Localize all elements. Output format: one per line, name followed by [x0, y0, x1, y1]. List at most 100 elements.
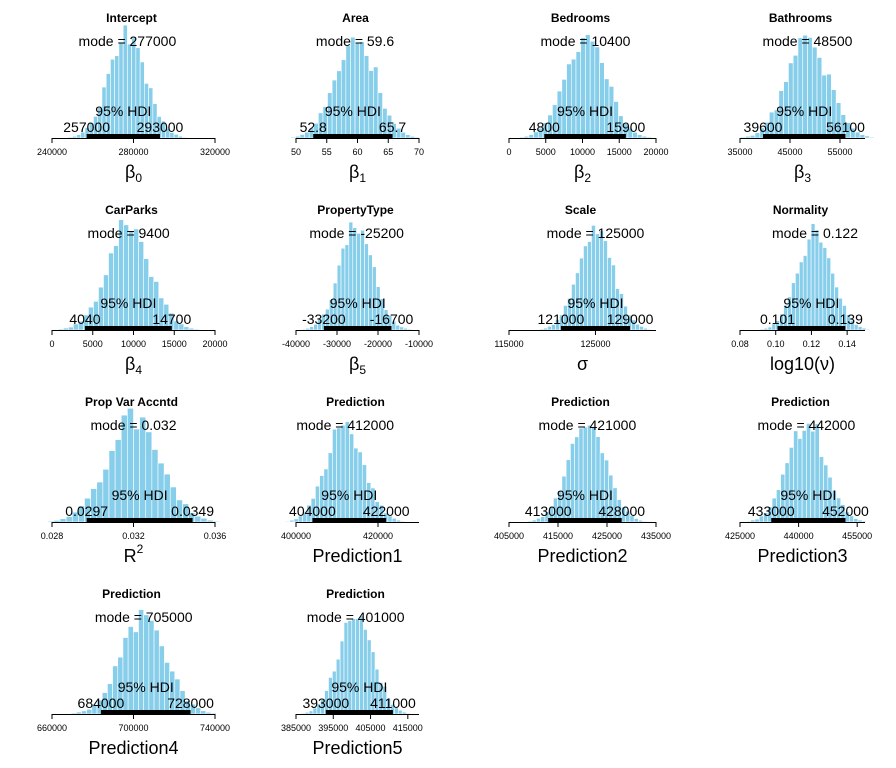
histogram-bar [857, 519, 863, 523]
histogram-bar [401, 711, 407, 715]
hdi-low-label: 404000 [289, 503, 336, 519]
mode-label: mode = 412000 [296, 417, 394, 433]
tick-label: -30000 [323, 339, 351, 349]
histogram-bar [359, 615, 364, 715]
histogram-bar [396, 519, 401, 523]
hdi-low-label: 4040 [69, 311, 100, 327]
histogram-bar [866, 521, 872, 523]
hdi-label: 95% HDI [100, 295, 156, 311]
histogram-bar [528, 134, 534, 139]
x-axis-label: β0 [125, 162, 142, 185]
histogram-bar [295, 135, 301, 139]
tick-label: 405000 [356, 723, 386, 733]
histogram-bar [71, 136, 77, 139]
histogram-bars [523, 425, 652, 523]
hdi-high-label: 65.7 [379, 119, 406, 135]
tick-label: -10000 [405, 339, 433, 349]
tick-label: -40000 [282, 339, 310, 349]
histogram-bar [290, 136, 296, 139]
hdi-high-label: 0.139 [828, 311, 863, 327]
x-axis-label: β4 [125, 354, 142, 377]
histogram-bar [340, 59, 347, 139]
tick-label: 35000 [727, 147, 752, 157]
histogram-bar [859, 134, 866, 139]
panel-title: Area [342, 11, 369, 25]
histogram-bar [405, 134, 411, 139]
histogram-bar [206, 519, 214, 523]
histogram-bar [637, 134, 643, 139]
histogram-bar [822, 247, 828, 331]
histogram-bars [741, 423, 872, 523]
hdi-label: 95% HDI [330, 295, 386, 311]
histogram-bar [53, 520, 61, 523]
tick-label: -20000 [364, 339, 392, 349]
histogram-bar [646, 521, 652, 523]
histogram-bar [133, 631, 139, 715]
histogram-bar [349, 433, 355, 523]
histogram-bar [183, 326, 190, 331]
tick-label: 320000 [200, 147, 230, 157]
tick-label: 700000 [118, 723, 148, 733]
tick-label: 70 [414, 147, 424, 157]
histogram-bar [138, 609, 144, 715]
histogram-bar [210, 712, 217, 715]
histogram-bar [299, 134, 305, 139]
panel-title: CarParks [105, 203, 158, 217]
histogram-bars [285, 36, 425, 139]
histogram-bar [409, 136, 415, 139]
histogram-bar [57, 328, 64, 331]
histogram-bar [76, 134, 82, 139]
histogram-bar [861, 327, 867, 331]
histogram-bar [354, 42, 360, 139]
hdi-label: 95% HDI [321, 487, 377, 503]
histogram-bar [633, 518, 639, 523]
tick-label: 50 [291, 147, 301, 157]
histogram-bars [535, 225, 656, 331]
histogram-bar [810, 430, 816, 523]
hdi-low-label: 0.101 [760, 311, 795, 327]
histogram-bar [67, 136, 73, 139]
histogram-bar [153, 629, 160, 715]
histogram-bar [642, 520, 648, 523]
histogram-bar [575, 51, 582, 139]
histogram-bar [750, 519, 756, 523]
hdi-label: 95% HDI [780, 487, 836, 503]
histogram-bar [539, 328, 544, 331]
tick-label: 420000 [363, 531, 393, 541]
panel-title: Scale [565, 203, 597, 217]
histogram-bars [755, 223, 875, 331]
histogram-bar [177, 135, 183, 139]
panel-title: Bathrooms [769, 11, 833, 25]
histogram-bar [110, 58, 115, 139]
histogram-bar [749, 135, 756, 139]
histogram-bar [853, 518, 859, 523]
mode-label: mode = 48500 [763, 33, 853, 49]
hdi-label: 95% HDI [118, 679, 174, 695]
histogram-bar [193, 328, 200, 331]
histogram-bar [280, 521, 286, 523]
tick-label: 10000 [121, 339, 146, 349]
histogram-bar [363, 629, 368, 715]
tick-label: 0.10 [767, 339, 785, 349]
hdi-low-label: 257000 [63, 119, 110, 135]
histogram-bar [641, 135, 648, 139]
histogram-bar [399, 326, 404, 331]
hdi-low-label: 0.0297 [65, 503, 108, 519]
hdi-high-label: -16700 [370, 311, 414, 327]
histogram-bar [108, 252, 114, 331]
histogram-bar [52, 329, 59, 331]
histogram-bar [523, 135, 530, 139]
histogram-bar [81, 710, 87, 715]
panel-title: Prop Var Accntd [85, 395, 178, 409]
histogram-bar [807, 37, 813, 139]
histogram-bar [70, 712, 77, 715]
tick-label: 240000 [37, 147, 67, 157]
histogram-bar [646, 136, 652, 139]
histogram-bar [599, 62, 605, 139]
histogram-bar [643, 327, 648, 331]
